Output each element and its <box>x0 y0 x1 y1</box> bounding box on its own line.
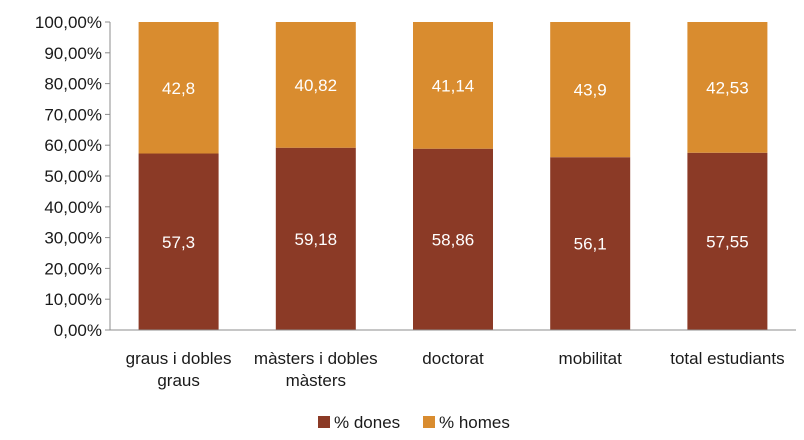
y-tick-label: 50,00% <box>44 167 102 186</box>
bar-dones <box>550 157 631 330</box>
y-tick-label: 80,00% <box>44 75 102 94</box>
x-tick-label: màsters <box>286 371 346 390</box>
bars-group: 57,3 42,8 59,18 40,82 58,86 41,14 56,1 43,9 57,5… <box>138 22 768 330</box>
bar-homes <box>413 22 493 149</box>
bar-homes <box>138 22 219 154</box>
x-tick-label: màsters i dobles <box>254 349 378 368</box>
bar-dones <box>275 147 356 330</box>
data-label: 42,53 <box>706 78 749 97</box>
legend: % dones % homes <box>318 413 510 432</box>
bar-homes <box>275 22 356 148</box>
data-label: 57,55 <box>706 232 749 251</box>
bar-dones <box>687 152 768 330</box>
data-label: 41,14 <box>432 76 475 95</box>
data-label: 42,8 <box>162 79 195 98</box>
legend-swatch-homes <box>423 416 435 428</box>
legend-label-homes: % homes <box>439 413 510 432</box>
x-tick-label: mobilitat <box>559 349 623 368</box>
y-tick-label: 10,00% <box>44 290 102 309</box>
x-tick-label: graus i dobles <box>126 349 232 368</box>
legend-swatch-dones <box>318 416 330 428</box>
bar-dones <box>138 153 219 330</box>
x-tick-label: doctorat <box>422 349 484 368</box>
x-tick-label: total estudiants <box>670 349 784 368</box>
y-tick-label: 20,00% <box>44 259 102 278</box>
y-tick-label: 40,00% <box>44 198 102 217</box>
y-tick-label: 100,00% <box>35 13 102 32</box>
legend-label-dones: % dones <box>334 413 400 432</box>
x-tick-label: graus <box>157 371 200 390</box>
y-tick-label: 60,00% <box>44 136 102 155</box>
data-label: 43,9 <box>574 81 607 100</box>
y-tick-label: 0,00% <box>54 321 102 340</box>
data-label: 59,18 <box>295 230 338 249</box>
data-label: 56,1 <box>574 235 607 254</box>
y-tick-label: 70,00% <box>44 105 102 124</box>
x-axis: graus i dobles graus màsters i dobles màste… <box>110 329 796 390</box>
y-axis: 0,00% 10,00% 20,00% 30,00% 40,00% 50,00% 60,00… <box>35 13 111 340</box>
bar-dones <box>413 148 493 330</box>
data-label: 58,86 <box>432 230 475 249</box>
y-tick-label: 90,00% <box>44 44 102 63</box>
bar-homes <box>687 22 768 153</box>
data-label: 57,3 <box>162 233 195 252</box>
data-label: 40,82 <box>295 76 338 95</box>
bar-homes <box>550 22 631 158</box>
y-tick-label: 30,00% <box>44 229 102 248</box>
